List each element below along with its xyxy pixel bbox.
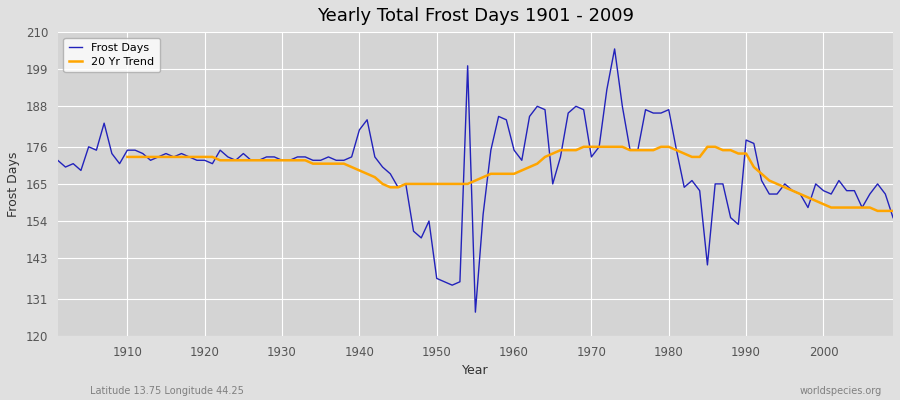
Text: worldspecies.org: worldspecies.org	[800, 386, 882, 396]
Frost Days	[52, 158, 63, 163]
Text: Latitude 13.75 Longitude 44.25: Latitude 13.75 Longitude 44.25	[90, 386, 244, 396]
Frost Days	[517, 158, 527, 163]
Frost Days	[331, 158, 342, 163]
Legend: Frost Days, 20 Yr Trend: Frost Days, 20 Yr Trend	[63, 38, 159, 72]
Line: Frost Days: Frost Days	[58, 49, 893, 312]
Line: 20 Yr Trend: 20 Yr Trend	[127, 147, 893, 211]
20 Yr Trend	[122, 154, 132, 159]
20 Yr Trend	[579, 144, 590, 149]
Y-axis label: Frost Days: Frost Days	[7, 151, 20, 217]
20 Yr Trend	[857, 205, 868, 210]
Frost Days	[470, 310, 481, 314]
X-axis label: Year: Year	[462, 364, 489, 377]
Frost Days	[616, 104, 627, 109]
Frost Days	[887, 215, 898, 220]
Frost Days	[284, 158, 295, 163]
Frost Days	[609, 46, 620, 51]
Title: Yearly Total Frost Days 1901 - 2009: Yearly Total Frost Days 1901 - 2009	[317, 7, 634, 25]
Frost Days	[508, 148, 519, 152]
20 Yr Trend	[586, 144, 597, 149]
Frost Days	[114, 161, 125, 166]
20 Yr Trend	[269, 158, 280, 163]
20 Yr Trend	[887, 208, 898, 213]
20 Yr Trend	[517, 168, 527, 173]
20 Yr Trend	[872, 208, 883, 213]
20 Yr Trend	[833, 205, 844, 210]
20 Yr Trend	[300, 158, 310, 163]
